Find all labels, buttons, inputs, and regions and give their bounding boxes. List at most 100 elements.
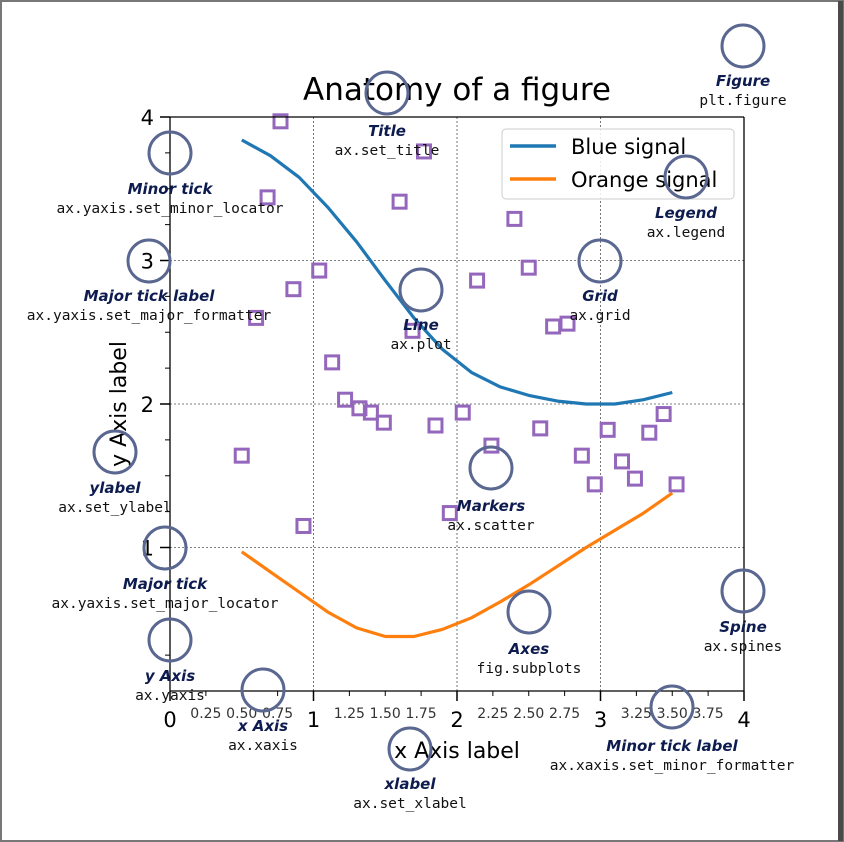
title-annotation-code: ax.set_title (335, 143, 440, 159)
scatter-marker (573, 447, 590, 464)
scatter-marker (391, 193, 408, 210)
line-marker-circle (398, 267, 444, 313)
ylabel-annotation-name: ylabel (89, 479, 141, 497)
y-axis-annotation-code: ax.yaxis (135, 688, 205, 704)
grid-annotation-name: Grid (582, 287, 618, 305)
grid-annotation-code: ax.grid (569, 308, 630, 324)
legend-box (501, 128, 735, 200)
series-line-0 (241, 138, 673, 406)
axes-marker-circle (506, 589, 552, 635)
x-minor-tick-label: 1.25 (334, 706, 365, 722)
figure-annotation-name: Figure (716, 72, 770, 90)
annotations: Title ax.set_title Figure plt.figure Legend a… (27, 23, 795, 812)
x-major-tick-label: 1 (307, 708, 320, 732)
minor-tick-label-annotation-name: Minor tick label (606, 737, 738, 755)
x-minor-tick-label: 1.50 (370, 706, 401, 722)
minor-tick-annotation-code: ax.yaxis.set_minor_locator (57, 201, 284, 217)
axes-annotation-name: Axes (508, 640, 549, 658)
x-minor-tick-label: 2.25 (477, 706, 508, 722)
x-minor-tick-label: 3.50 (657, 706, 688, 722)
xlabel-annotation-name: xlabel (384, 775, 437, 793)
spine-marker-circle (720, 568, 766, 614)
figure-annotation-code: plt.figure (699, 93, 786, 109)
major-tick-label-annotation-code: ax.yaxis.set_major_formatter (27, 308, 272, 324)
x-axis-annotation-code: ax.xaxis (228, 738, 298, 754)
scatter-marker (427, 417, 444, 434)
title-annotation-name: Title (368, 122, 406, 140)
scatter-marker (641, 424, 658, 441)
y-axis-marker-circle (147, 617, 193, 663)
figure-marker-circle (720, 23, 766, 69)
y-axis-annotation-name: y Axis (145, 667, 195, 685)
scatter-marker (586, 476, 603, 493)
x-minor-tick-label: 1.75 (406, 706, 437, 722)
scatter-marker (483, 437, 500, 454)
scatter-marker (599, 421, 616, 438)
markers-marker-circle (468, 445, 514, 491)
scatter-marker (337, 391, 354, 408)
major-tick-annotation-name: Major tick (123, 575, 208, 593)
markers-annotation-code: ax.scatter (447, 518, 535, 534)
scatter-marker (375, 414, 392, 431)
scatter-marker (311, 262, 328, 279)
series-layer (233, 113, 685, 639)
legend-annotation-name: Legend (655, 204, 717, 222)
legend-marker-circle (663, 154, 709, 200)
scatter-marker (351, 400, 368, 417)
x-major-tick-label: 3 (594, 708, 607, 732)
scatter-marker (614, 453, 631, 470)
x-minor-tick-label: 0.25 (190, 706, 221, 722)
scatter-marker (532, 420, 549, 437)
scatter-marker (272, 113, 289, 130)
legend-orange-label: Orange signal (571, 168, 717, 192)
x-axis-marker-circle (240, 667, 286, 713)
major-tick-label-marker-circle (126, 238, 172, 284)
scatter-marker (469, 272, 486, 289)
scatter-marker (668, 476, 685, 493)
x-minor-tick-label: 2.75 (549, 706, 580, 722)
x-major-tick-label: 4 (737, 708, 750, 732)
legend-annotation-code: ax.legend (647, 225, 726, 241)
line-annotation-name: Line (403, 316, 439, 334)
x-major-tick-label: 2 (450, 708, 463, 732)
scatter-marker (285, 281, 302, 298)
minor-tick-annotation-name: Minor tick (128, 180, 214, 198)
scatter-marker (520, 259, 537, 276)
legend: Blue signal Orange signal (501, 128, 735, 200)
y-major-tick-label: 3 (141, 250, 154, 274)
x-minor-tick-label: 3.25 (621, 706, 652, 722)
scatter-marker (415, 143, 432, 160)
scatter-marker (259, 189, 276, 206)
scatter-marker (506, 210, 523, 227)
x-axis-label: x Axis label (394, 739, 520, 764)
title-marker-circle (364, 70, 410, 116)
line-annotation-code: ax.plot (390, 337, 451, 353)
figure-edge (838, 1, 843, 841)
scatter-marker (248, 309, 265, 326)
y-axis-label: y Axis label (107, 341, 132, 467)
x-minor-tick-label: 3.75 (693, 706, 724, 722)
y-major-tick-label: 4 (141, 106, 154, 130)
scatter-marker (655, 406, 672, 423)
legend-blue-label: Blue signal (571, 135, 686, 159)
minor-tick-label-annotation-code: ax.xaxis.set_minor_formatter (550, 758, 795, 774)
grid-marker-circle (577, 238, 623, 284)
scatter-marker (454, 404, 471, 421)
series-line-1 (240, 491, 674, 639)
major-tick-annotation-code: ax.yaxis.set_major_locator (52, 596, 279, 612)
x-minor-tick-label: 2.50 (513, 706, 544, 722)
x-axis-annotation-name: x Axis (237, 717, 288, 735)
y-major-tick-label: 2 (141, 393, 154, 417)
scatter-marker (559, 315, 576, 332)
scatter-marker (295, 517, 312, 534)
markers-annotation-name: Markers (457, 497, 525, 515)
major-tick-label-annotation-name: Major tick label (84, 287, 216, 305)
scatter-marker (362, 404, 379, 421)
ylabel-marker-circle (92, 429, 138, 475)
xlabel-marker-circle (387, 726, 433, 772)
x-major-tick-label: 0 (163, 708, 176, 732)
scatter-marker (441, 505, 458, 522)
scatter-marker (324, 354, 341, 371)
minor-tick-label-marker-circle (649, 684, 695, 730)
x-minor-tick-label: 0.50 (226, 706, 257, 722)
